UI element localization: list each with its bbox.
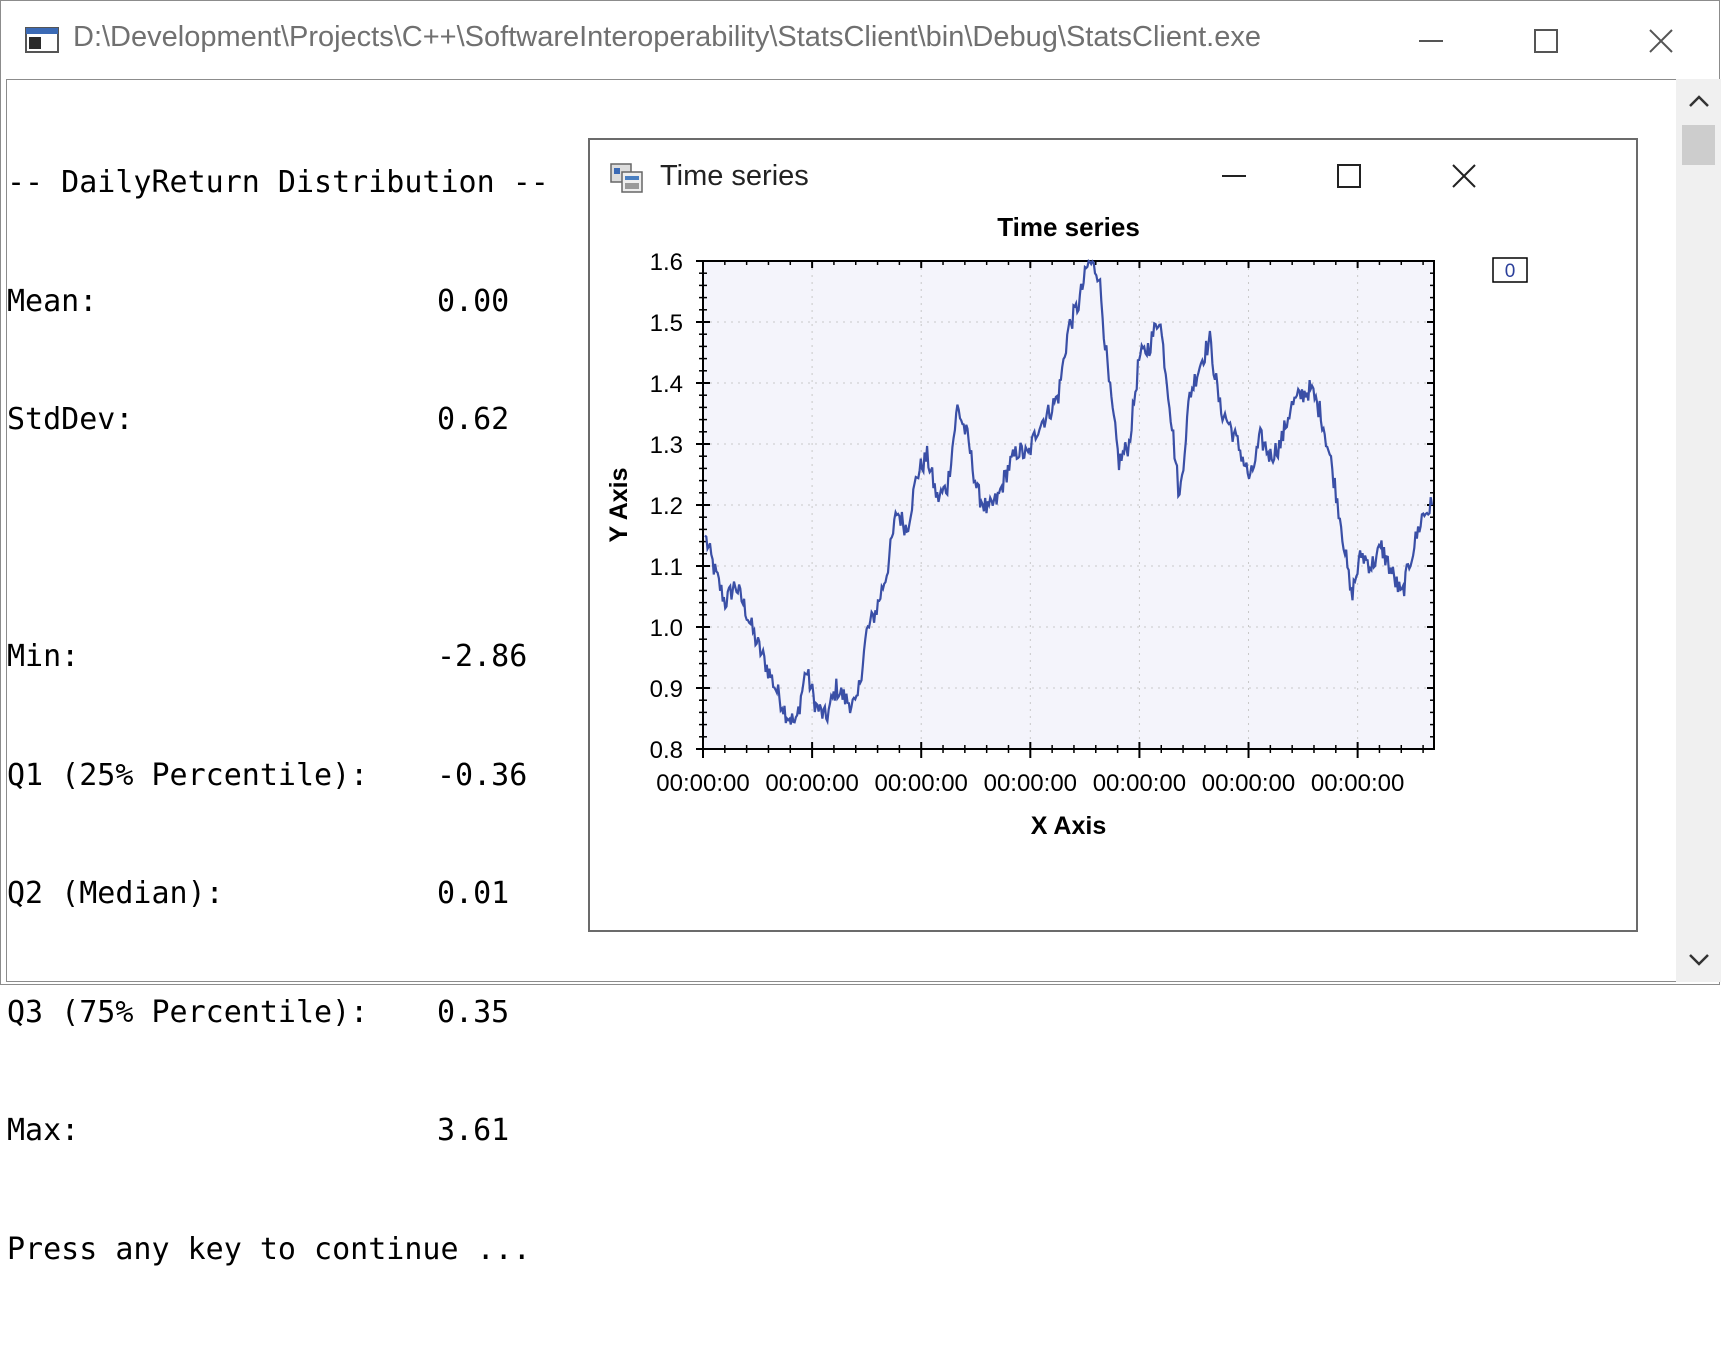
time-series-chart: 0.80.91.01.11.21.31.41.51.6 00:00:00 00:0… <box>605 212 1528 840</box>
console-app-icon <box>25 27 59 53</box>
stat-label: StdDev: <box>7 402 134 437</box>
stat-value: 3.61 <box>437 1113 510 1148</box>
stat-value: -2.86 <box>437 639 528 674</box>
stat-label: Mean: <box>7 283 98 319</box>
close-icon <box>1452 164 1476 188</box>
x-tick-labels: 00:00:00 00:00:00 00:00:00 00:00:00 00:00:00… <box>656 770 1404 797</box>
console-text: -- DailyReturn Distribution -- Mean: 0.00… <box>7 84 549 1348</box>
chart-app-icon <box>610 163 643 193</box>
minimize-icon <box>1419 40 1443 42</box>
maximize-icon <box>1337 164 1361 188</box>
stat-value: 0.62 <box>437 402 510 437</box>
y-tick-label: 1.1 <box>650 554 683 581</box>
x-tick-label: 00:00:00 <box>874 770 967 797</box>
y-tick-label: 0.8 <box>650 737 683 764</box>
x-tick-label: 00:00:00 <box>984 770 1077 797</box>
chart-window-title: Time series <box>660 160 809 192</box>
chart-maximize-button[interactable] <box>1317 148 1381 204</box>
chart-close-button[interactable] <box>1432 148 1496 204</box>
chevron-up-icon <box>1688 95 1709 107</box>
y-tick-label: 1.6 <box>650 249 683 276</box>
stat-label: Q2 (Median): <box>7 876 224 911</box>
grid-lines <box>703 261 1434 749</box>
y-axis-label: Y Axis <box>605 467 633 542</box>
title-bar: D:\Development\Projects\C++\SoftwareInte… <box>1 1 1719 79</box>
stat-row: Min: -2.86 <box>7 637 549 677</box>
x-tick-label: 00:00:00 <box>1093 770 1186 797</box>
chart-title-bar: Time series <box>590 140 1636 212</box>
stat-row: Q1 (25% Percentile): -0.36 <box>7 756 549 796</box>
window-title: D:\Development\Projects\C++\SoftwareInte… <box>73 21 1261 53</box>
y-tick-label: 1.0 <box>650 615 683 642</box>
y-tick-label: 1.4 <box>650 371 683 398</box>
y-tick-label: 1.5 <box>650 310 683 337</box>
legend-entry: 0 <box>1505 261 1516 282</box>
console-prompt: Press any key to continue ... <box>7 1231 531 1267</box>
stat-label: Q1 (25% Percentile): <box>7 757 369 793</box>
x-tick-label: 00:00:00 <box>1202 770 1295 797</box>
stat-row: Max: 3.61 <box>7 1111 549 1151</box>
x-tick-label: 00:00:00 <box>1311 770 1404 797</box>
stat-label: Min: <box>7 639 80 674</box>
y-tick-labels: 0.8 0.9 1.0 1.1 1.2 1.3 1.4 1.5 1.6 <box>650 249 683 764</box>
scroll-down-button[interactable] <box>1676 938 1721 982</box>
console-heading: -- DailyReturn Distribution -- <box>7 165 549 200</box>
stat-value: 0.35 <box>437 994 510 1030</box>
axis-ticks <box>696 260 1434 758</box>
legend-box <box>1492 257 1528 283</box>
chart-minimize-button[interactable] <box>1202 148 1266 204</box>
close-button[interactable] <box>1626 13 1696 69</box>
maximize-button[interactable] <box>1511 13 1581 69</box>
chart-window[interactable]: Time series 0.8 0.9 1.0 1.1 1.2 1.3 1.4 1.5 1.6 … <box>588 138 1638 932</box>
maximize-icon <box>1534 29 1558 53</box>
stat-value: -0.36 <box>437 757 528 793</box>
stat-row: StdDev: 0.62 <box>7 400 549 440</box>
minimize-icon <box>1222 175 1246 177</box>
stat-label: Q3 (75% Percentile): <box>7 994 369 1030</box>
stat-row: Q2 (Median): 0.01 <box>7 874 549 914</box>
stat-label: Max: <box>7 1113 80 1148</box>
vertical-scrollbar[interactable] <box>1676 79 1721 982</box>
close-icon <box>1649 29 1673 53</box>
chart-title: Time series <box>997 212 1140 242</box>
x-tick-label: 00:00:00 <box>765 770 858 797</box>
y-tick-label: 1.2 <box>650 493 683 520</box>
y-tick-label: 0.9 <box>650 676 683 703</box>
minimize-button[interactable] <box>1396 13 1466 69</box>
x-tick-label: 00:00:00 <box>656 770 749 797</box>
x-axis-label: X Axis <box>1031 812 1107 840</box>
stat-row: Q3 (75% Percentile): 0.35 <box>7 993 549 1033</box>
chevron-down-icon <box>1688 954 1709 966</box>
series-line <box>704 259 1434 726</box>
scroll-thumb[interactable] <box>1682 125 1715 165</box>
y-tick-label: 1.3 <box>650 432 683 459</box>
stat-row: Mean: 0.00 <box>7 282 549 322</box>
scroll-up-button[interactable] <box>1676 79 1721 123</box>
stat-value: 0.01 <box>437 876 510 911</box>
stat-value: 0.00 <box>437 283 510 319</box>
blank-line <box>7 519 549 559</box>
